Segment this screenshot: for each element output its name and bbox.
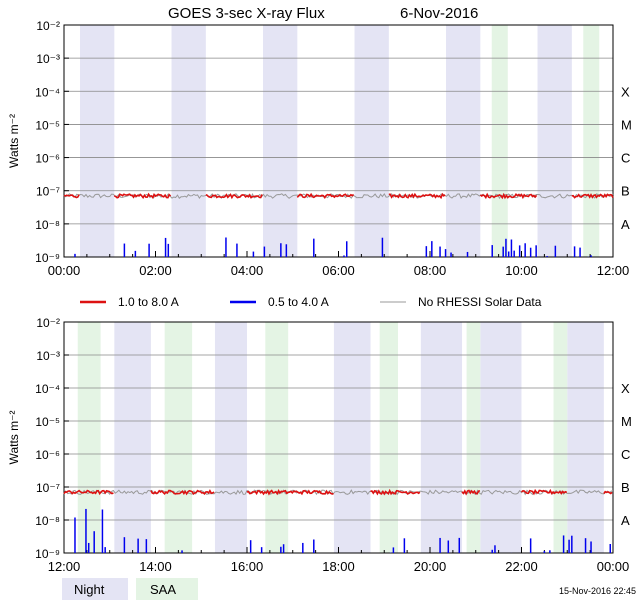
y-tick-label: 10⁻⁸: [35, 218, 60, 232]
x-tick-label: 04:00: [231, 263, 264, 278]
class-label: X: [621, 84, 630, 99]
y-tick-label: 10⁻⁶: [35, 152, 60, 166]
x-tick-label: 12:00: [48, 559, 81, 574]
x-tick-label: 14:00: [139, 559, 172, 574]
night-band: [214, 322, 247, 553]
series-red: [296, 192, 355, 200]
x-tick-label: 06:00: [322, 263, 355, 278]
y-tick-label: 10⁻⁹: [35, 547, 60, 561]
class-label: M: [621, 414, 632, 429]
series-red: [479, 192, 538, 200]
x-tick-label: 10:00: [505, 263, 538, 278]
class-label: C: [621, 447, 630, 462]
series-red: [113, 192, 172, 199]
legend-gray-label: No RHESSI Solar Data: [418, 295, 542, 309]
y-tick-label: 10⁻⁵: [35, 118, 60, 132]
y-tick-label: 10⁻⁷: [36, 481, 60, 495]
series-red: [150, 489, 215, 496]
night-band: [480, 322, 522, 553]
x-tick-label: 22:00: [505, 559, 538, 574]
night-band: [537, 25, 572, 257]
series-red: [63, 489, 114, 496]
x-tick-label: 20:00: [414, 559, 447, 574]
timestamp: 15-Nov-2016 22:45: [559, 586, 636, 596]
night-legend-box: [62, 578, 128, 600]
x-tick-label: 12:00: [597, 263, 630, 278]
night-band: [333, 322, 371, 553]
bottom-legend: Night SAA: [62, 578, 198, 600]
plot-frame: [63, 24, 614, 258]
series-red: [63, 194, 80, 199]
legend: 1.0 to 8.0 A 0.5 to 4.0 A No RHESSI Sola…: [80, 295, 542, 309]
saa-band: [265, 322, 289, 553]
series-red: [571, 193, 614, 199]
legend-blue-label: 0.5 to 4.0 A: [268, 295, 329, 309]
night-band: [354, 25, 389, 257]
class-label: M: [621, 117, 632, 132]
night-band: [263, 25, 298, 257]
y-tick-label: 10⁻²: [36, 316, 60, 330]
saa-band: [379, 322, 398, 553]
y-axis-label: Watts m⁻²: [7, 114, 21, 168]
top-panel: 10⁻² 10⁻³ 10⁻⁴ 10⁻⁵ 10⁻⁶ 10⁻⁷ 10⁻⁸ 10⁻⁹ Watts m⁻…: [7, 19, 632, 278]
night-band: [114, 322, 151, 553]
class-label: X: [621, 381, 630, 396]
saa-legend-label: SAA: [150, 582, 176, 597]
night-band: [420, 322, 463, 553]
y-tick-label: 10⁻⁴: [35, 85, 60, 99]
saa-band: [553, 322, 568, 553]
class-label: A: [621, 513, 630, 528]
class-label: C: [621, 151, 630, 166]
series-red: [603, 490, 613, 495]
night-band: [446, 25, 481, 257]
y-tick-label: 10⁻⁶: [35, 448, 60, 462]
legend-red-label: 1.0 to 8.0 A: [118, 295, 179, 309]
series-red: [461, 489, 481, 496]
series-red: [388, 192, 446, 200]
y-tick-label: 10⁻⁹: [35, 251, 60, 265]
saa-band: [77, 322, 101, 553]
y-tick-label: 10⁻⁷: [36, 185, 60, 199]
night-legend-label: Night: [74, 582, 105, 597]
y-tick-label: 10⁻⁸: [35, 514, 60, 528]
night-band: [80, 25, 115, 257]
y-axis-label: Watts m⁻²: [7, 411, 21, 465]
chart-title: GOES 3-sec X-ray Flux: [168, 5, 325, 22]
saa-legend-box: [136, 578, 198, 600]
y-tick-label: 10⁻⁵: [35, 415, 60, 429]
bottom-panel: 10⁻² 10⁻³ 10⁻⁴ 10⁻⁵ 10⁻⁶ 10⁻⁷ 10⁻⁸ 10⁻⁹ Watts m⁻…: [7, 316, 632, 574]
x-tick-label: 00:00: [48, 263, 81, 278]
y-tick-label: 10⁻²: [36, 19, 60, 33]
x-tick-label: 08:00: [414, 263, 447, 278]
series-red: [370, 488, 421, 496]
series-red: [205, 193, 263, 200]
class-label: B: [621, 184, 630, 199]
class-label: B: [621, 480, 630, 495]
class-label: A: [621, 217, 630, 232]
x-tick-label: 00:00: [597, 559, 630, 574]
y-tick-label: 10⁻³: [36, 349, 60, 363]
saa-band: [583, 25, 600, 257]
saa-band: [466, 322, 481, 553]
night-band: [171, 25, 206, 257]
x-tick-label: 16:00: [231, 559, 264, 574]
y-tick-label: 10⁻³: [36, 52, 60, 66]
x-tick-label: 02:00: [139, 263, 172, 278]
night-band: [567, 322, 604, 553]
saa-band: [164, 322, 193, 553]
chart-date: 6-Nov-2016: [400, 5, 478, 22]
series-red: [246, 488, 334, 496]
x-tick-label: 18:00: [322, 559, 355, 574]
series-red: [520, 488, 568, 496]
y-tick-label: 10⁻⁴: [35, 382, 60, 396]
saa-band: [491, 25, 508, 257]
